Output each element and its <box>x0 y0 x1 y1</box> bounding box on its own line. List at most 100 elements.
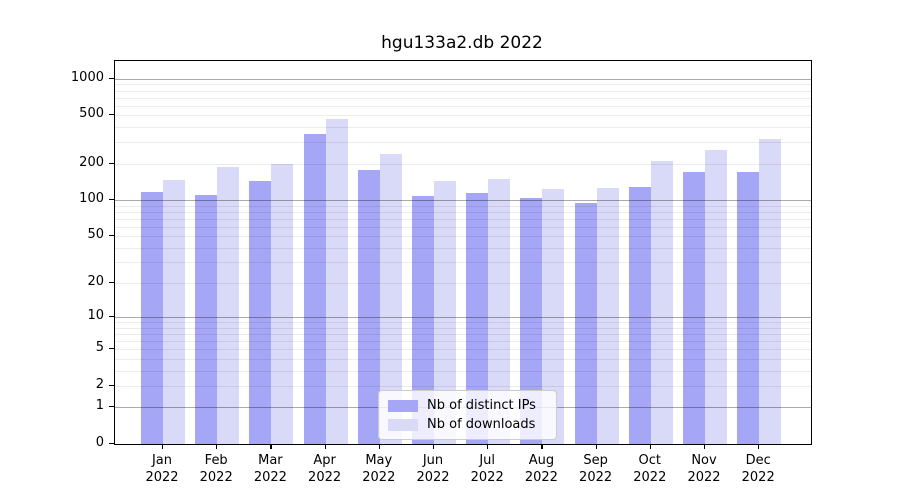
gridline-minor-80 <box>115 211 811 213</box>
bar-downloads-apr <box>325 119 348 444</box>
bar-distinct-ips-dec <box>737 171 760 444</box>
gridline-minor-2 <box>115 385 811 387</box>
x-tick-mark-aug <box>541 444 543 449</box>
y-tick-label-10: 10 <box>87 308 104 324</box>
gridline-minor-90 <box>115 205 811 207</box>
gridline-minor-3 <box>115 370 811 372</box>
bar-distinct-ips-jan <box>141 192 163 444</box>
bar-downloads-jul <box>488 179 511 444</box>
bar-distinct-ips-mar <box>249 180 272 444</box>
x-tick-label-jul: Jul 2022 <box>470 453 504 485</box>
gridline-minor-800 <box>115 90 811 92</box>
gridline-minor-60 <box>115 226 811 228</box>
y-tick-label-2: 2 <box>95 376 104 392</box>
y-tick-mark-2 <box>109 384 114 387</box>
x-tick-label-jun: Jun 2022 <box>416 453 450 485</box>
bar-downloads-mar <box>271 163 294 444</box>
y-tick-mark-500 <box>109 114 114 116</box>
y-tick-mark-0 <box>109 443 114 445</box>
legend-row-downloads: Nb of downloads <box>388 415 547 434</box>
gridline-minor-900 <box>115 84 811 86</box>
gridline-minor-200 <box>115 163 811 165</box>
y-tick-label-1: 1 <box>95 398 104 414</box>
x-tick-mark-jun <box>433 444 435 449</box>
x-tick-label-oct: Oct 2022 <box>633 453 667 485</box>
bar-distinct-ips-feb <box>195 195 218 444</box>
gridline-minor-7 <box>115 334 811 335</box>
x-tick-mark-oct <box>649 444 651 449</box>
x-tick-mark-feb <box>216 444 218 449</box>
legend-swatch-downloads <box>388 418 418 431</box>
gridline-minor-40 <box>115 247 811 249</box>
gridline-minor-5 <box>115 349 811 351</box>
y-tick-label-5: 5 <box>95 340 104 356</box>
chart-title: hgu133a2.db 2022 <box>381 33 543 53</box>
legend-row-distinct-ips: Nb of distinct IPs <box>388 396 547 415</box>
x-tick-mark-jan <box>162 444 164 449</box>
x-tick-label-nov: Nov 2022 <box>687 453 721 485</box>
y-tick-mark-1 <box>109 406 114 408</box>
y-tick-mark-50 <box>109 235 114 237</box>
x-tick-label-mar: Mar 2022 <box>253 453 287 485</box>
x-tick-mark-jul <box>487 444 489 449</box>
legend-label-distinct-ips: Nb of distinct IPs <box>427 398 536 413</box>
y-tick-label-200: 200 <box>79 154 104 170</box>
y-tick-mark-10 <box>109 316 114 318</box>
bar-downloads-dec <box>759 138 782 444</box>
y-tick-mark-200 <box>109 162 114 164</box>
x-tick-label-dec: Dec 2022 <box>741 453 775 485</box>
y-tick-mark-100 <box>109 199 114 201</box>
gridline-major-10 <box>115 317 811 319</box>
bar-downloads-aug <box>542 189 565 444</box>
x-tick-mark-may <box>378 444 380 449</box>
gridline-minor-500 <box>115 115 811 117</box>
gridline-minor-600 <box>115 105 811 107</box>
gridline-minor-400 <box>115 127 811 129</box>
x-tick-label-apr: Apr 2022 <box>308 453 342 485</box>
gridline-minor-30 <box>115 262 811 264</box>
gridline-minor-20 <box>115 283 811 284</box>
gridline-major-1000 <box>115 78 811 80</box>
bar-distinct-ips-jul <box>466 192 489 444</box>
x-tick-mark-nov <box>704 444 706 449</box>
bar-downloads-jan <box>163 180 185 444</box>
bar-downloads-oct <box>650 161 673 444</box>
x-tick-label-jan: Jan 2022 <box>145 453 179 485</box>
x-tick-label-sep: Sep 2022 <box>579 453 613 485</box>
bar-downloads-feb <box>217 166 240 444</box>
gridline-minor-6 <box>115 341 811 343</box>
gridline-minor-70 <box>115 218 811 220</box>
bar-downloads-nov <box>705 150 727 444</box>
y-tick-label-1000: 1000 <box>70 69 104 85</box>
legend-label-downloads: Nb of downloads <box>427 417 536 432</box>
bar-downloads-may <box>379 153 402 444</box>
gridline-minor-8 <box>115 327 811 329</box>
x-tick-mark-mar <box>270 444 272 449</box>
gridline-minor-4 <box>115 358 811 360</box>
y-tick-label-500: 500 <box>79 106 104 122</box>
y-tick-mark-20 <box>109 282 114 284</box>
y-tick-mark-5 <box>109 348 114 350</box>
gridline-minor-9 <box>115 322 811 324</box>
bar-distinct-ips-may <box>357 169 380 444</box>
bar-distinct-ips-sep <box>574 203 597 444</box>
bar-distinct-ips-oct <box>628 186 651 444</box>
y-tick-label-50: 50 <box>87 227 104 243</box>
legend-swatch-distinct-ips <box>388 399 418 412</box>
x-tick-label-may: May 2022 <box>362 453 396 485</box>
gridline-minor-700 <box>115 97 811 99</box>
bar-downloads-sep <box>596 188 619 444</box>
plot-area <box>114 60 812 445</box>
gridline-major-100 <box>115 200 811 201</box>
x-tick-label-feb: Feb 2022 <box>199 453 233 485</box>
bar-downloads-jun <box>434 180 456 444</box>
bar-distinct-ips-nov <box>683 171 705 444</box>
gridline-minor-50 <box>115 236 811 238</box>
bar-distinct-ips-jun <box>412 195 434 444</box>
bar-distinct-ips-aug <box>520 197 543 444</box>
x-tick-mark-dec <box>758 444 760 449</box>
y-tick-label-100: 100 <box>79 191 104 206</box>
y-tick-label-20: 20 <box>87 274 104 289</box>
legend: Nb of distinct IPs Nb of downloads <box>378 390 557 440</box>
